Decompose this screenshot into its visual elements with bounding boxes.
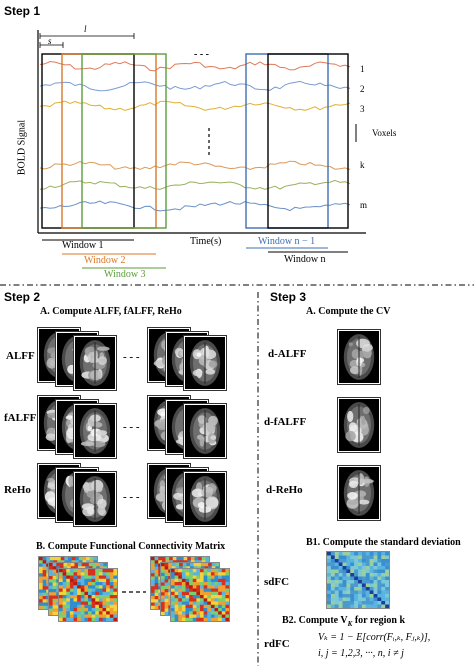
voxel-label-3: 3	[360, 104, 365, 114]
brain-image-d-reho	[338, 466, 380, 520]
dashes-falff: - - -	[123, 421, 140, 433]
window-n-box	[267, 53, 349, 229]
window-1-box	[41, 53, 135, 229]
fc-matrix	[170, 568, 230, 622]
step3-b2-title: B2. Compute VK for region k	[282, 615, 406, 628]
window-n-1-label: Window n − 1	[258, 236, 316, 247]
equation-line-2: i, j = 1,2,3, ···, n, i ≠ j	[318, 648, 404, 659]
signal-trace	[39, 160, 351, 171]
voxel-label-1: 1	[360, 64, 365, 74]
signal-trace	[39, 179, 351, 190]
row-label-d-alff: d-ALFF	[268, 348, 307, 360]
row-label-reho: ReHo	[4, 484, 31, 496]
brain-image-d-falff	[338, 398, 380, 452]
step3-a-title: A. Compute the CV	[306, 306, 391, 317]
step3-title: Step 3	[270, 290, 307, 304]
sdfc-label: sdFC	[264, 576, 290, 588]
row-label-falff: fALFF	[4, 412, 37, 424]
fc-matrix	[58, 568, 118, 622]
time-label: Time(s)	[190, 236, 222, 247]
row-label-alff: ALFF	[6, 350, 35, 362]
voxels-label: Voxels	[372, 128, 397, 138]
label-s: s	[48, 36, 52, 46]
brain-image-reho	[74, 472, 116, 526]
dashes-reho: - - -	[123, 491, 140, 503]
label-l: l	[84, 24, 87, 34]
window-n-1-box	[245, 53, 329, 229]
voxel-label-k: k	[360, 160, 365, 170]
voxel-label-2: 2	[360, 84, 365, 94]
brain-image-reho	[184, 472, 226, 526]
row-label-d-falff: d-fALFF	[264, 416, 307, 428]
window-3-box	[81, 53, 167, 229]
step2-title: Step 2	[4, 290, 41, 304]
brain-image-falff	[74, 404, 116, 458]
dashes-alff: - - -	[123, 351, 140, 363]
signal-trace	[39, 80, 351, 92]
signal-trace	[39, 60, 351, 72]
window-1-label: Window 1	[62, 240, 104, 251]
horizontal-ellipsis: - - -	[194, 49, 209, 60]
step3-b1-title: B1. Compute the standard deviation	[306, 537, 461, 548]
signal-trace	[39, 100, 351, 111]
step2-a-title: A. Compute ALFF, fALFF, ReHo	[40, 306, 182, 317]
brain-image-d-alff	[338, 330, 380, 384]
rdfc-label: rdFC	[264, 638, 290, 650]
brain-image-falff	[184, 404, 226, 458]
step2-b-title: B. Compute Functional Connectivity Matri…	[36, 541, 226, 552]
window-n-label: Window n	[284, 254, 326, 265]
equation-line-1: Vₖ = 1 − E[corr(Fᵢ,ₖ, Fⱼ,ₖ)],	[318, 632, 431, 643]
voxel-label-m: m	[360, 200, 368, 210]
signal-trace	[39, 200, 351, 212]
row-label-d-reho: d-ReHo	[266, 484, 303, 496]
brain-image-alff	[184, 336, 226, 390]
brain-image-alff	[74, 336, 116, 390]
sdfc-heatmap	[326, 551, 390, 609]
bold-signals	[39, 60, 351, 212]
window-3-label: Window 3	[104, 269, 146, 280]
bold-signal-label: BOLD Signal	[16, 119, 28, 176]
step1-title: Step 1	[4, 4, 41, 18]
window-2-label: Window 2	[84, 255, 126, 266]
